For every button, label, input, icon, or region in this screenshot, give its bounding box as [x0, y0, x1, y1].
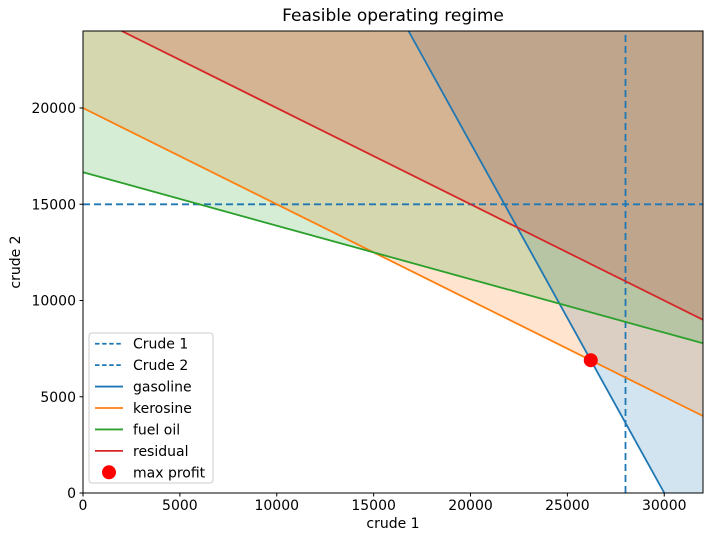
- legend-label-max-profit: max profit: [133, 465, 206, 481]
- legend-label-crude-2: Crude 2: [133, 358, 188, 374]
- legend-label-kerosine: kerosine: [133, 401, 192, 417]
- x-tick-label: 20000: [448, 498, 493, 514]
- legend-sample-max-profit: [102, 465, 116, 480]
- legend-entry-max-profit: max profit: [102, 465, 206, 481]
- x-tick-label: 10000: [254, 498, 299, 514]
- residual-line: [121, 30, 704, 321]
- y-tick-label: 5000: [40, 390, 76, 406]
- x-axis-label: crude 1: [366, 516, 420, 532]
- legend-box: [88, 332, 214, 484]
- x-tick-label: 0: [79, 498, 88, 514]
- y-tick-label: 0: [67, 486, 76, 502]
- legend-entry-crude-1: Crude 1: [95, 337, 188, 353]
- kerosine-region: [83, 31, 703, 416]
- y-tick-label: 10000: [31, 294, 76, 310]
- legend-entry-gasoline: gasoline: [95, 380, 192, 396]
- x-tick-label: 15000: [351, 498, 396, 514]
- legend-entry-kerosine: kerosine: [95, 401, 192, 417]
- legend-entry-crude-2: Crude 2: [95, 358, 188, 374]
- legend-label-gasoline: gasoline: [133, 380, 192, 396]
- kerosine-line: [82, 107, 704, 417]
- max-profit-marker: [583, 353, 598, 368]
- gasoline-line: [407, 30, 666, 494]
- y-tick-label: 20000: [31, 101, 76, 117]
- fuel-oil-line: [82, 171, 704, 345]
- legend-label-crude-1: Crude 1: [133, 337, 188, 353]
- x-tick-label: 30000: [642, 498, 687, 514]
- fuel-oil-region: [83, 31, 703, 344]
- x-tick-label: 25000: [545, 498, 590, 514]
- chart-title: Feasible operating regime: [282, 6, 504, 26]
- y-tick-label: 15000: [31, 197, 76, 213]
- legend-entry-residual: residual: [95, 444, 188, 460]
- legend-label-fuel-oil: fuel oil: [133, 422, 180, 438]
- legend: Crude 1 Crude 2 gasoline kerosine fuel oil re…: [88, 332, 214, 484]
- x-tick-label: 5000: [162, 498, 198, 514]
- legend-label-residual: residual: [133, 444, 188, 460]
- gasoline-region: [408, 31, 703, 493]
- plot-frame: [82, 30, 704, 494]
- y-axis-label: crude 2: [8, 235, 24, 289]
- legend-entry-fuel-oil: fuel oil: [95, 422, 180, 438]
